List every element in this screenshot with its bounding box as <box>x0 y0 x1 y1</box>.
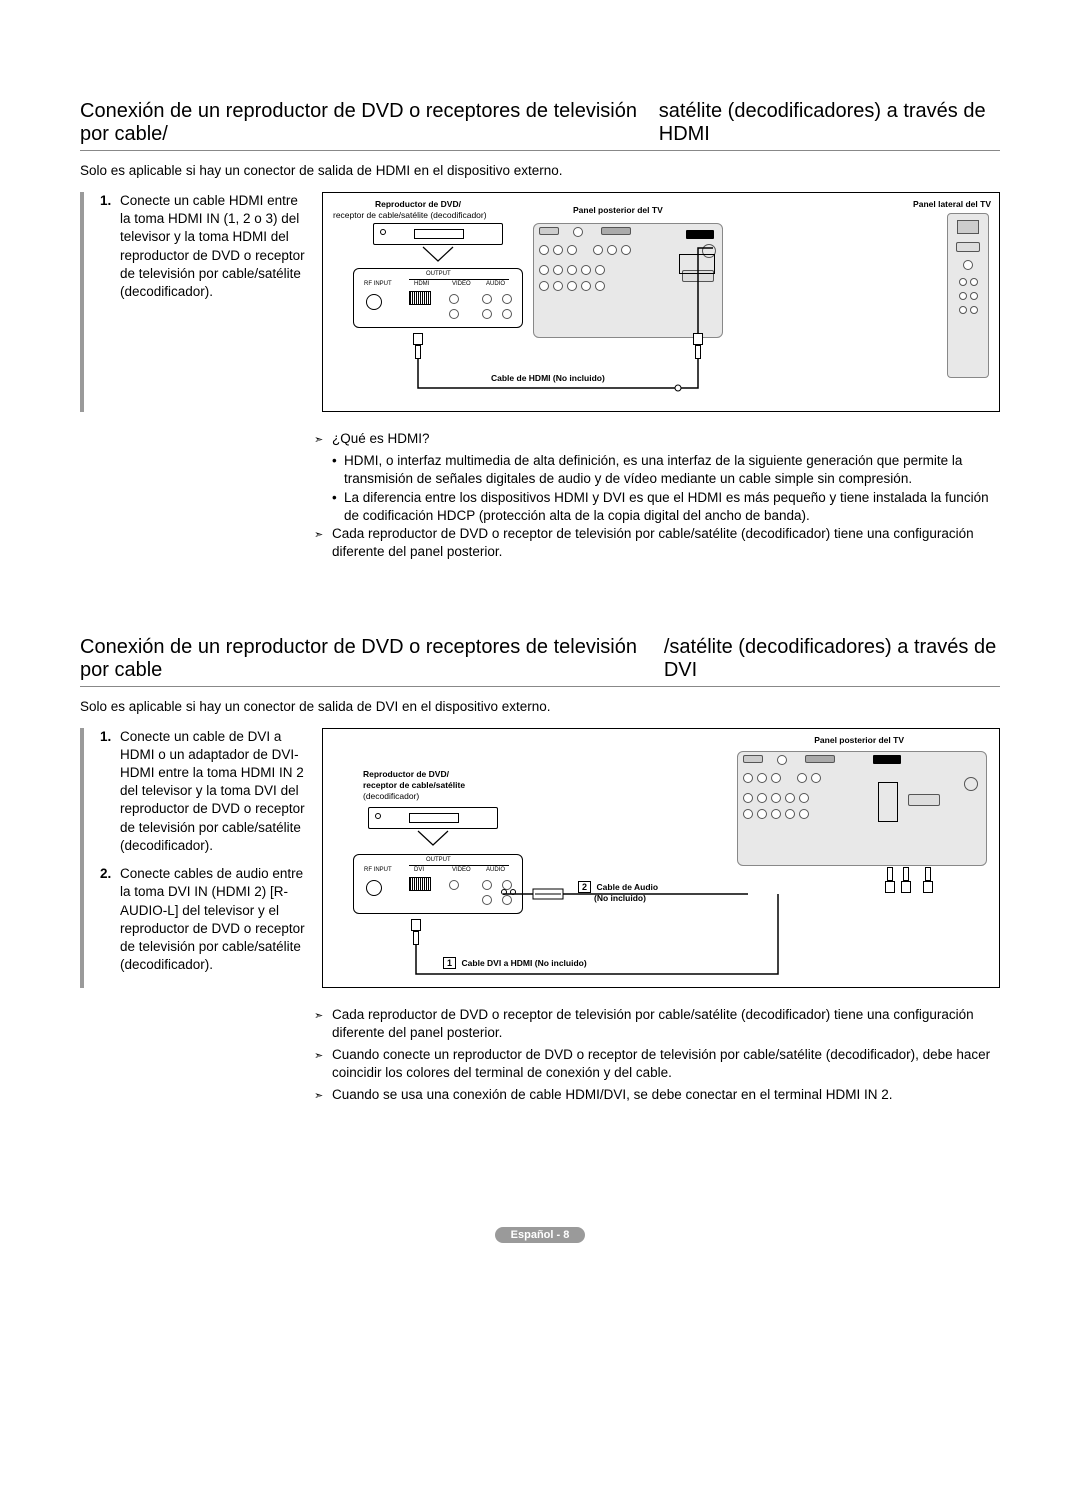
note-what-is-hdmi: ¿Qué es HDMI? <box>314 430 1000 448</box>
section1-row: 1. Conecte un cable HDMI entre la toma H… <box>80 192 1000 412</box>
section2-intro: Solo es aplicable si hay un conector de … <box>80 699 1000 714</box>
s2-step2-text: Conecte cables de audio entre la toma DV… <box>120 865 310 974</box>
section1-title-right: satélite (decodificadores) a través de H… <box>659 100 1000 146</box>
section1-note2: Cada reproductor de DVD o receptor de te… <box>314 525 1000 561</box>
section2-title-left: Conexión de un reproductor de DVD o rece… <box>80 636 664 682</box>
step1-num: 1. <box>100 192 120 301</box>
arrow-icon <box>314 525 332 561</box>
section2-sidebar <box>80 728 84 988</box>
section1-intro: Solo es aplicable si hay un conector de … <box>80 163 1000 178</box>
section1-sidebar <box>80 192 84 412</box>
callout-2: 2 Cable de Audio (No incluido) <box>578 881 658 903</box>
section2-diagram: Panel posterior del TV Reproductor de DV… <box>322 728 1000 988</box>
rca-plug-icon <box>501 887 517 901</box>
s2-note3: Cuando se usa una conexión de cable HDMI… <box>314 1086 1000 1104</box>
section1-title: Conexión de un reproductor de DVD o rece… <box>80 100 1000 151</box>
hdmi-cable-label: Cable de HDMI (No incluido) <box>491 373 605 383</box>
section1-step1: 1. Conecte un cable HDMI entre la toma H… <box>100 192 310 301</box>
arrow-icon <box>314 1086 332 1104</box>
section1-steps: 1. Conecte un cable HDMI entre la toma H… <box>100 192 310 412</box>
section2-row: 1. Conecte un cable de DVI a HDMI o un a… <box>80 728 1000 988</box>
page-footer: Español - 8 <box>80 1225 1000 1243</box>
s2-step1-num: 1. <box>100 728 120 856</box>
s2-step2-num: 2. <box>100 865 120 974</box>
arrow-icon <box>314 1006 332 1042</box>
section1-diagram: Reproductor de DVD/ receptor de cable/sa… <box>322 192 1000 412</box>
s2-note2: Cuando conecte un reproductor de DVD o r… <box>314 1046 1000 1082</box>
section2-title-right: /satélite (decodificadores) a través de … <box>664 636 1000 682</box>
step1-text: Conecte un cable HDMI entre la toma HDMI… <box>120 192 310 301</box>
section2-notes: Cada reproductor de DVD o receptor de te… <box>314 1006 1000 1105</box>
section1-title-left: Conexión de un reproductor de DVD o rece… <box>80 100 659 146</box>
hdmi-bullet1: HDMI, o interfaz multimedia de alta defi… <box>332 452 1000 488</box>
callout-1: 1 Cable DVI a HDMI (No incluido) <box>443 957 587 969</box>
hdmi-bullet2: La diferencia entre los dispositivos HDM… <box>332 489 1000 525</box>
arrow-icon <box>314 1046 332 1082</box>
section2-step1: 1. Conecte un cable de DVI a HDMI o un a… <box>100 728 310 856</box>
s2-note1: Cada reproductor de DVD o receptor de te… <box>314 1006 1000 1042</box>
section1-notes: ¿Qué es HDMI? HDMI, o interfaz multimedi… <box>314 430 1000 562</box>
cable-path-icon <box>323 193 999 411</box>
footer-badge: Español - 8 <box>495 1227 586 1243</box>
cable-paths-icon <box>323 729 999 987</box>
arrow-icon <box>314 430 332 448</box>
section2-title: Conexión de un reproductor de DVD o rece… <box>80 636 1000 687</box>
section2-step2: 2. Conecte cables de audio entre la toma… <box>100 865 310 974</box>
section2-steps: 1. Conecte un cable de DVI a HDMI o un a… <box>100 728 310 988</box>
s2-step1-text: Conecte un cable de DVI a HDMI o un adap… <box>120 728 310 856</box>
